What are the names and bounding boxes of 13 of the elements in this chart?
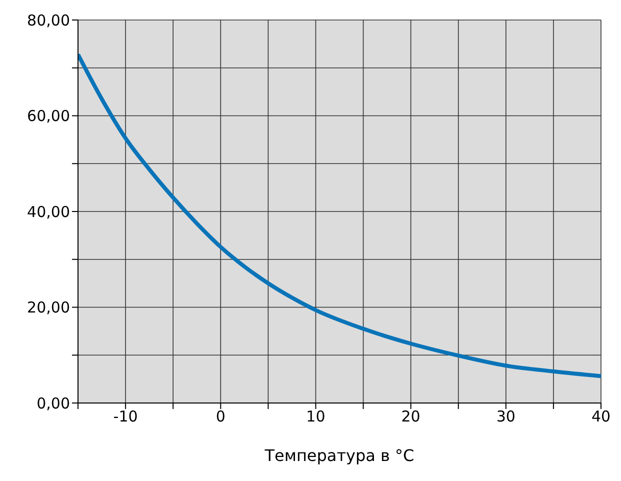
y-tick-label: 0,00 <box>36 394 70 412</box>
y-tick-label: 20,00 <box>27 298 70 317</box>
x-tick-label: 10 <box>306 408 326 426</box>
x-axis-title: Температура в °C <box>264 446 414 465</box>
x-tick-label: 40 <box>591 408 611 426</box>
y-tick-label: 40,00 <box>27 202 70 221</box>
x-tick-label: 20 <box>401 408 420 426</box>
line-series <box>78 52 601 378</box>
y-tick-label: 80,00 <box>27 11 70 30</box>
y-tick-label: 60,00 <box>27 107 70 126</box>
x-tick-label: 30 <box>496 408 516 426</box>
x-tick-label: -10 <box>113 408 138 426</box>
x-tick-label: 0 <box>216 408 226 426</box>
